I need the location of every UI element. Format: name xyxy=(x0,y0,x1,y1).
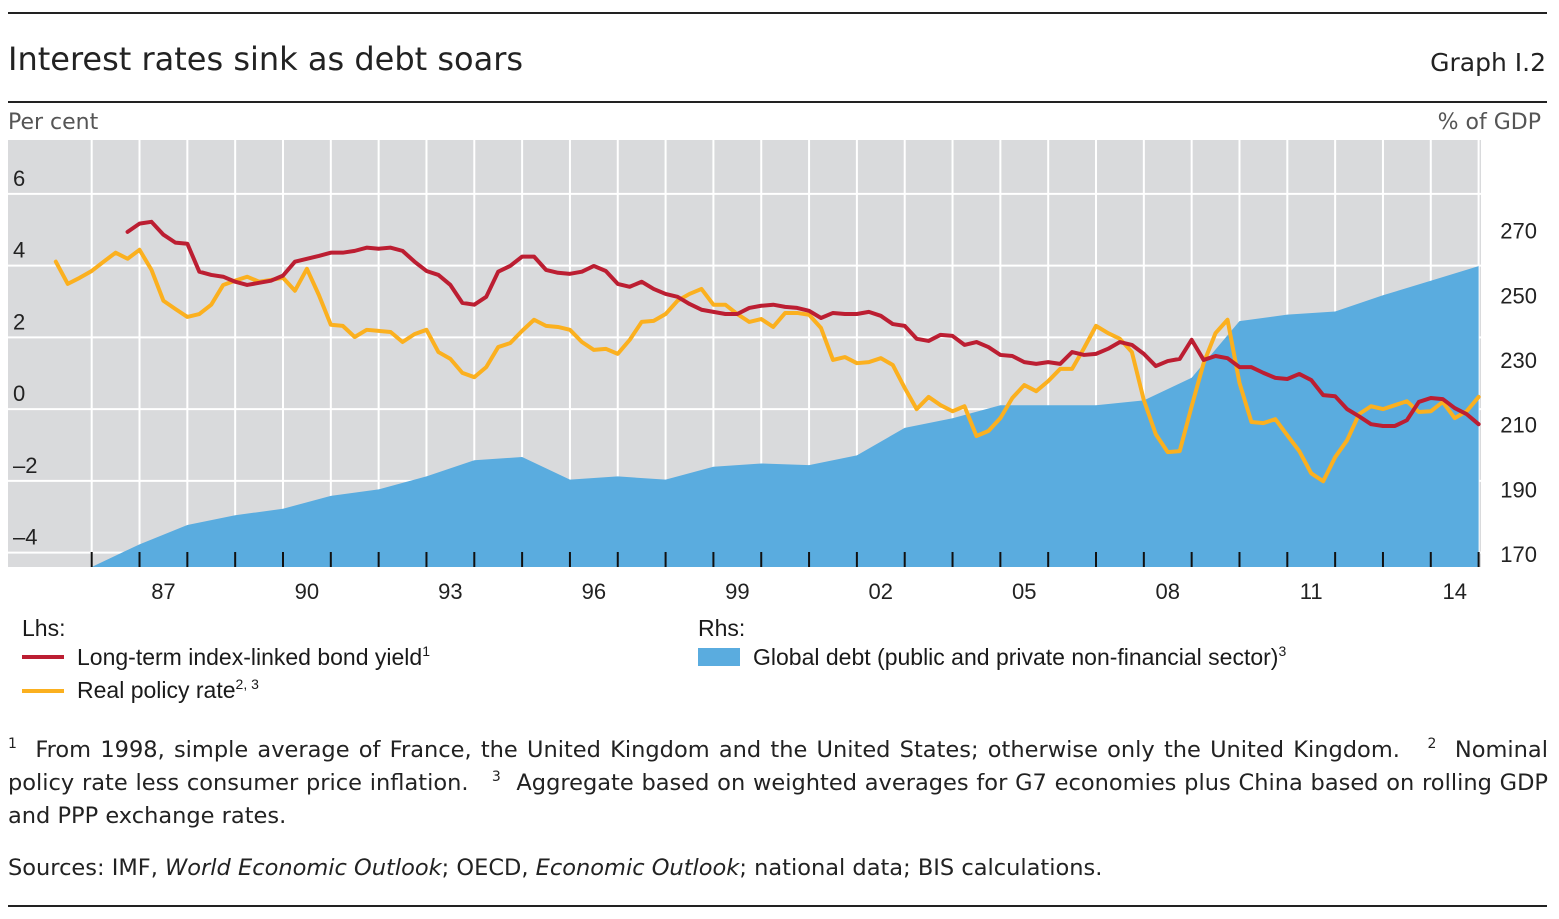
footnote-number: 1 xyxy=(8,736,17,752)
x-tick-label: 99 xyxy=(725,579,749,604)
footnote-ref: 3 xyxy=(1278,643,1287,659)
left-axis-label: Per cent xyxy=(8,110,99,135)
right-tick-label: 230 xyxy=(1500,348,1537,373)
left-tick-label: 4 xyxy=(13,238,25,263)
x-tick-label: 96 xyxy=(582,579,606,604)
chart-title: Interest rates sink as debt soars xyxy=(8,40,524,78)
right-tick-label: 270 xyxy=(1500,219,1537,244)
legend-swatch-bond-yield xyxy=(22,655,64,659)
legend-text: Global debt (public and private non-fina… xyxy=(753,644,1279,670)
left-tick-label: –4 xyxy=(13,525,37,550)
line-bond-yield xyxy=(125,219,1481,428)
left-tick-label: 0 xyxy=(13,381,25,406)
chart-svg: 6 4 2 0 –2 –4 270 250 230 210 190 170 87 90 93 96 99 02 05… xyxy=(8,140,1537,604)
legend-text: Real policy rate xyxy=(77,677,236,703)
legend-text: Long-term index-linked bond yield xyxy=(77,644,423,670)
title-rule xyxy=(8,101,1547,103)
top-rule xyxy=(8,12,1547,14)
footnote-ref: 2, 3 xyxy=(235,676,259,692)
legend-lhs-label: Lhs: xyxy=(22,615,66,641)
legend-item-global-debt: Global debt (public and private non-fina… xyxy=(753,644,1286,671)
footnote-number: 3 xyxy=(491,769,501,785)
footnote-1: From 1998, simple average of France, the… xyxy=(35,737,1400,763)
area-global-debt xyxy=(91,266,1479,567)
legend-swatch-policy-rate xyxy=(22,689,64,693)
legend-item-bond-yield: Long-term index-linked bond yield1 xyxy=(77,644,430,671)
right-tick-label: 210 xyxy=(1500,413,1537,438)
bottom-rule xyxy=(8,905,1547,907)
line-real-policy-rate xyxy=(53,247,1481,484)
source-title: Economic Outlook xyxy=(535,855,740,881)
legend-swatch-global-debt xyxy=(698,648,740,666)
x-tick-label: 05 xyxy=(1012,579,1036,604)
footnote-2: Nominal policy rate less consumer price … xyxy=(8,737,1548,796)
left-tick-label: 2 xyxy=(13,309,25,334)
footnotes: 1 From 1998, simple average of France, t… xyxy=(8,734,1548,833)
x-tick-label: 11 xyxy=(1300,579,1323,604)
left-tick-label: 6 xyxy=(13,166,25,191)
right-axis-label: % of GDP xyxy=(1437,110,1541,135)
x-tick-label: 93 xyxy=(438,579,462,604)
legend-rhs-label: Rhs: xyxy=(698,615,746,641)
sources-text: Sources: IMF, xyxy=(8,855,166,881)
legend-item-policy-rate: Real policy rate2, 3 xyxy=(77,677,259,704)
source-title: World Economic Outlook xyxy=(165,855,442,881)
x-tick-label: 08 xyxy=(1156,579,1180,604)
left-tick-label: –2 xyxy=(13,453,37,478)
graph-number: Graph I.2 xyxy=(1430,48,1546,77)
right-tick-label: 190 xyxy=(1500,477,1537,502)
x-tick-label: 02 xyxy=(869,579,893,604)
footnote-number: 2 xyxy=(1427,736,1437,752)
sources-text: ; national data; BIS calculations. xyxy=(739,855,1103,881)
x-tick-label: 90 xyxy=(295,579,319,604)
x-tick-label: 14 xyxy=(1442,579,1466,604)
footnote-ref: 1 xyxy=(422,643,430,659)
sources: Sources: IMF, World Economic Outlook; OE… xyxy=(8,852,1548,885)
right-tick-label: 170 xyxy=(1500,542,1537,567)
x-tick-label: 87 xyxy=(151,579,175,604)
right-tick-label: 250 xyxy=(1500,283,1537,308)
sources-text: ; OECD, xyxy=(441,855,536,881)
footnote-3: Aggregate based on weighted averages for… xyxy=(8,770,1548,829)
